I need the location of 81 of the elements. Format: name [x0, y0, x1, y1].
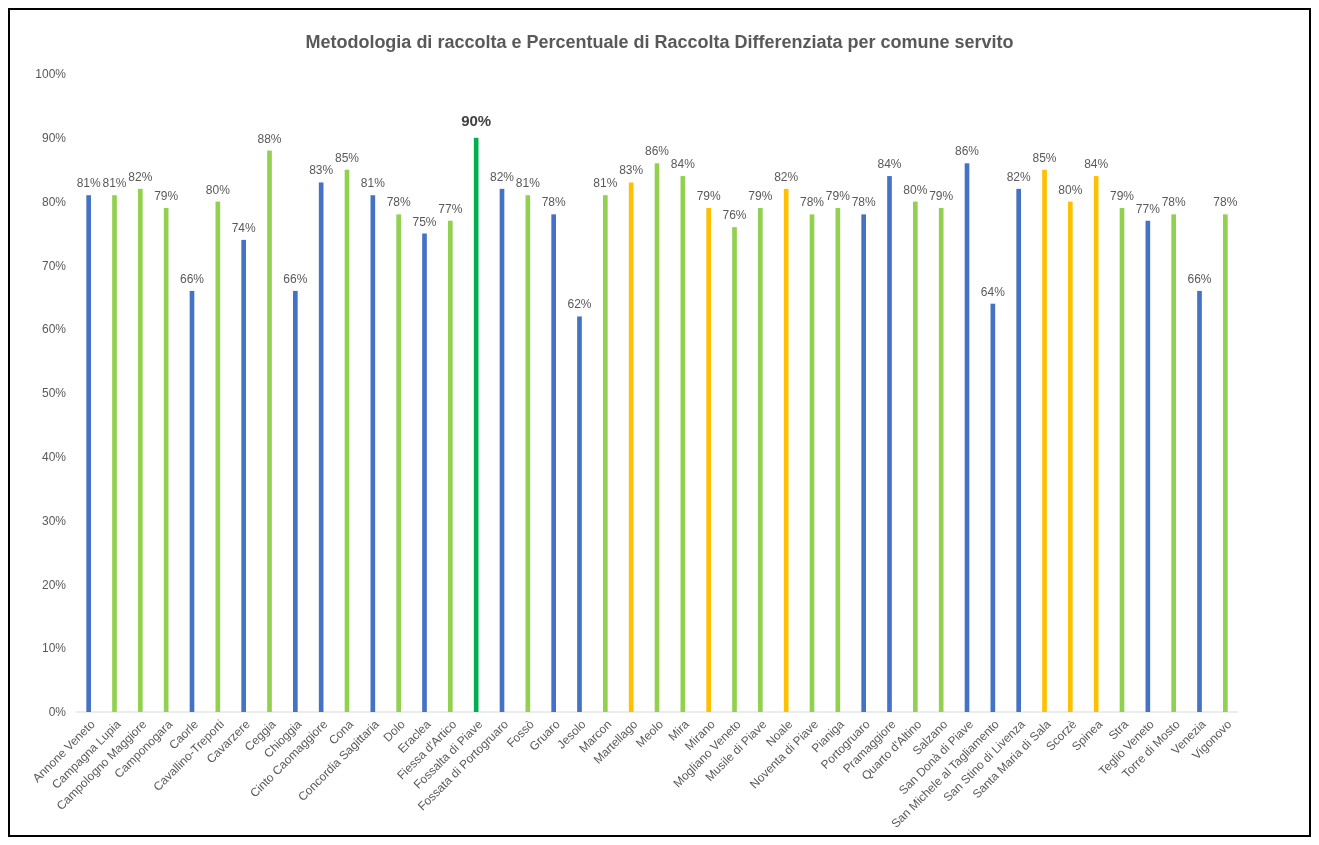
data-label: 77% [438, 201, 463, 216]
data-label: 78% [851, 195, 876, 210]
data-label: 85% [1032, 150, 1057, 165]
bar [293, 290, 298, 712]
bar [448, 220, 453, 712]
y-tick-label: 100% [35, 67, 67, 82]
data-label: 79% [154, 188, 179, 203]
data-label: 82% [1006, 169, 1031, 184]
bar [887, 176, 892, 712]
data-label: 85% [334, 150, 360, 165]
data-label: 78% [541, 195, 566, 210]
data-label: 82% [128, 169, 153, 184]
data-label: 79% [825, 188, 851, 203]
y-tick-label: 30% [41, 513, 67, 528]
data-label: 82% [774, 169, 799, 184]
y-tick-label: 60% [41, 322, 67, 337]
y-tick-label: 0% [48, 705, 67, 720]
data-label: 62% [567, 297, 592, 312]
data-label: 78% [386, 195, 411, 210]
data-label: 78% [1161, 195, 1187, 210]
data-label: 82% [489, 169, 515, 184]
y-tick-label: 10% [41, 641, 67, 656]
data-label: 80% [903, 182, 928, 197]
bar [1042, 169, 1047, 712]
data-label: 88% [257, 131, 282, 146]
bar [86, 195, 91, 712]
bar [1197, 290, 1202, 712]
data-label: 79% [929, 188, 954, 203]
bar [603, 195, 608, 712]
bar [577, 316, 582, 712]
data-label: 80% [205, 182, 231, 197]
data-label: 79% [696, 188, 721, 203]
data-label: 81% [515, 176, 541, 191]
y-tick-label: 40% [41, 450, 67, 464]
y-tick-label: 70% [41, 258, 67, 273]
data-label: 66% [1187, 271, 1212, 286]
data-label: 79% [748, 188, 773, 203]
data-label: 86% [644, 144, 670, 159]
data-label: 78% [799, 195, 825, 210]
data-label: 80% [1058, 182, 1083, 197]
bar [1223, 214, 1228, 712]
data-label: 78% [1213, 195, 1238, 210]
bar [422, 233, 427, 712]
data-label: 81% [593, 176, 618, 191]
bar [1016, 188, 1021, 712]
bar [241, 239, 246, 712]
bar [112, 195, 117, 712]
data-label: 64% [980, 284, 1006, 299]
data-label: 66% [179, 271, 205, 286]
y-tick-label: 20% [41, 577, 67, 592]
bar [1068, 201, 1073, 712]
bar [138, 188, 143, 712]
data-label: 84% [670, 157, 696, 172]
data-label: 66% [283, 271, 308, 286]
data-label: 90% [461, 111, 492, 129]
y-tick-label: 90% [41, 131, 67, 145]
data-label: 81% [360, 176, 386, 191]
data-label: 84% [1084, 157, 1109, 172]
bar [396, 214, 401, 712]
data-label: 86% [954, 144, 980, 159]
data-label: 79% [1109, 188, 1135, 203]
y-tick-label: 50% [41, 386, 67, 401]
data-label: 81% [102, 176, 127, 191]
chart-title: Metodologia di raccolta e Percentuale di Raccolta Differenziata per comune servito [305, 32, 1014, 52]
data-label: 83% [309, 163, 334, 178]
data-label: 84% [877, 157, 902, 172]
bar [551, 214, 556, 712]
bar [706, 207, 711, 712]
data-label: 83% [619, 163, 644, 178]
bar [758, 207, 763, 712]
y-tick-label: 80% [41, 194, 67, 209]
data-label: 75% [412, 214, 437, 229]
data-label: 81% [76, 176, 101, 191]
bar [913, 201, 918, 712]
bar [267, 150, 272, 712]
bar [1171, 214, 1176, 712]
bar [732, 227, 737, 712]
data-label: 74% [231, 220, 256, 235]
data-label: 76% [722, 208, 747, 223]
data-label: 77% [1135, 201, 1161, 216]
bar [861, 214, 866, 712]
